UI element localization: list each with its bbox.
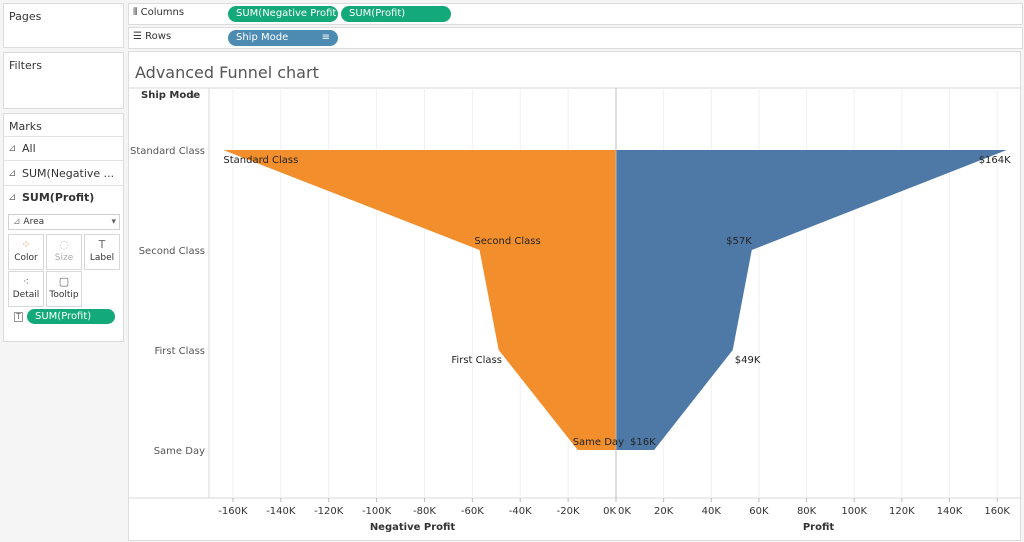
chart-panel: Advanced Funnel chart Ship Mode ⇂ -160K -140… [128,51,1022,541]
right-axis-tick-label: 0K [618,506,631,517]
color-button[interactable]: ⁘ Color [8,234,44,270]
funnel-chart: Advanced Funnel chart Ship Mode⇂ -160K -140… [129,63,1022,533]
right-axis-tick-label: 40K [702,506,722,517]
row-label: Same Day [154,446,205,457]
label-button-label: Label [89,253,115,263]
size-button[interactable]: ◌ Size [46,234,82,270]
marks-item-label: All [22,141,36,155]
color-button-label: Color [14,253,38,263]
right-axis-tick-label: 20K [654,506,674,517]
mark-type-dropdown[interactable]: ⊿ Area ▾ [8,214,120,230]
profit-data-label: $49K [735,355,761,366]
columns-icon: ⦀ [133,7,138,18]
area-chart-icon: ⊿ [8,142,17,154]
marks-item-profit[interactable]: ⊿ SUM(Profit) [8,186,120,208]
right-axis-tick-label: 140K [937,506,963,517]
marks-item-label: SUM(Profit) [22,190,95,204]
left-axis-tick-label: 0K [603,506,616,517]
label-field-pill[interactable]: SUM(Profit) [27,309,115,324]
tooltip-button[interactable]: ▢ Tooltip [46,271,82,307]
pages-card[interactable]: Pages [3,3,124,48]
label-button[interactable]: T Label [84,234,120,270]
color-dots-icon: ⁘ [21,238,31,251]
left-axis-tick-label: -140K [266,506,296,517]
columns-shelf-name: ⦀ Columns [133,7,184,18]
profit-data-label: $57K [726,236,752,247]
filters-title: Filters [9,59,42,72]
right-axis-tick-label: 160K [984,506,1010,517]
detail-button-label: Detail [12,290,40,300]
profit-data-label: $16K [630,437,656,448]
area-icon: ⊿ [13,217,21,227]
sort-icon: ≡ [321,32,330,43]
size-icon: ◌ [59,238,69,251]
negative-data-label: Second Class [474,236,540,247]
mark-type-value: Area [23,217,45,227]
left-axis-tick-label: -40K [509,506,532,517]
negative-data-label: Same Day [573,437,624,448]
rows-pill-ship-mode[interactable]: Ship Mode ≡ [228,30,338,46]
left-axis-tick-label: -60K [461,506,484,517]
filters-card[interactable]: Filters [3,52,124,109]
label-text-icon: T [14,312,23,322]
right-axis-title: Profit [803,522,835,533]
rows-pill-label: Ship Mode [236,32,289,43]
sort-icon: ⇂ [189,91,197,101]
right-axis-tick-label: 100K [841,506,867,517]
left-axis-title: Negative Profit [370,522,456,533]
left-axis-tick-label: -20K [557,506,580,517]
right-axis-tick-label: 120K [889,506,915,517]
left-axis-tick-label: -120K [314,506,344,517]
area-chart-icon: ⊿ [8,167,17,179]
label-text-icon: T [98,238,106,251]
marks-item-all[interactable]: ⊿ All [8,137,120,159]
row-label: Standard Class [130,146,205,157]
marks-title: Marks [9,120,42,133]
rows-icon: ☰ [133,31,142,42]
negative-data-label: Standard Class [223,155,298,166]
area-chart-icon: ⊿ [8,191,17,203]
detail-dots-icon: ⁖ [22,275,30,288]
left-axis-tick-label: -80K [413,506,436,517]
columns-pill-profit[interactable]: SUM(Profit) [341,6,451,22]
size-button-label: Size [54,253,74,263]
marks-item-label: SUM(Negative ... [22,166,115,180]
row-header: Ship Mode [141,90,200,101]
row-label: Second Class [139,246,205,257]
rows-shelf: ☰ Rows [128,27,1023,49]
marks-item-negative-profit[interactable]: ⊿ SUM(Negative ... [8,162,120,184]
rows-shelf-name: ☰ Rows [133,31,171,42]
columns-label: Columns [140,7,185,18]
profit-area [616,150,1007,450]
columns-pill-negative-profit[interactable]: SUM(Negative Profit) [228,6,338,22]
chevron-down-icon: ▾ [111,217,116,227]
detail-button[interactable]: ⁖ Detail [8,271,44,307]
negative-data-label: First Class [451,355,502,366]
tooltip-icon: ▢ [58,275,70,288]
chart-title: Advanced Funnel chart [135,63,319,82]
right-axis-tick-label: 60K [749,506,769,517]
left-axis-tick-label: -160K [218,506,248,517]
pages-title: Pages [9,10,42,23]
tooltip-button-label: Tooltip [49,290,79,300]
profit-data-label: $164K [979,155,1011,166]
right-axis-tick-label: 80K [797,506,817,517]
negative-profit-area [223,150,616,450]
row-label: First Class [154,346,205,357]
marks-card: Marks ⊿ All ⊿ SUM(Negative ... ⊿ SUM(Pro… [3,113,124,342]
rows-label: Rows [145,31,172,42]
left-axis-tick-label: -100K [362,506,392,517]
